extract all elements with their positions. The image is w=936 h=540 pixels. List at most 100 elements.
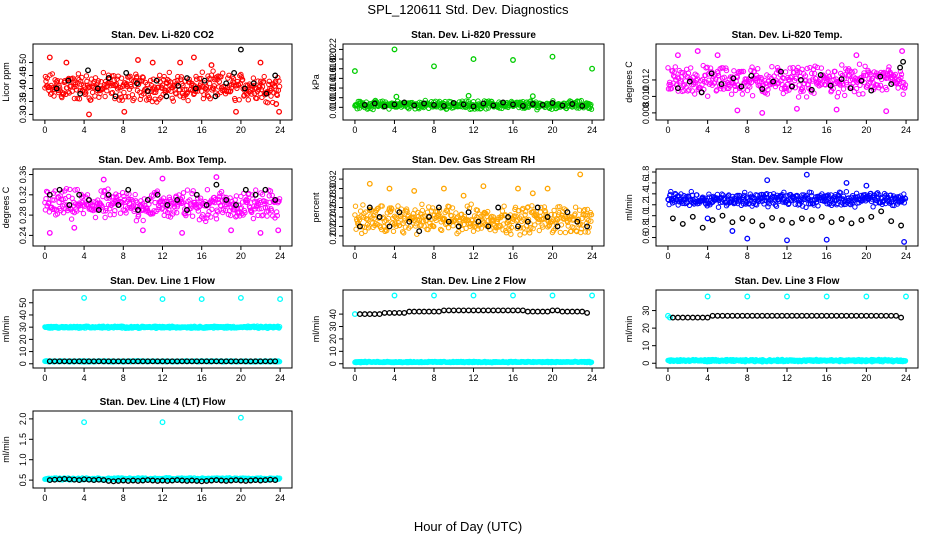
data-point xyxy=(778,68,784,75)
data-point xyxy=(51,93,57,99)
data-point xyxy=(708,70,715,77)
data-point xyxy=(588,212,595,218)
data-point xyxy=(684,314,691,321)
data-point xyxy=(370,106,376,113)
data-point xyxy=(196,204,202,210)
data-point xyxy=(274,209,280,215)
data-point xyxy=(688,65,694,71)
data-point xyxy=(201,92,207,98)
data-point xyxy=(715,70,721,76)
data-point xyxy=(721,74,727,81)
data-point xyxy=(849,69,855,75)
data-point xyxy=(800,88,806,94)
outlier-point xyxy=(863,182,870,189)
data-point xyxy=(169,95,175,102)
outlier-point xyxy=(198,296,205,303)
data-point xyxy=(274,212,280,219)
data-point xyxy=(706,191,712,197)
data-point xyxy=(174,196,181,203)
y-tick-label: 30 xyxy=(18,322,28,332)
data-point xyxy=(178,74,185,80)
y-tick-label: 0.36 xyxy=(18,166,28,184)
data-point xyxy=(705,93,711,99)
outlier-point xyxy=(714,52,721,59)
data-point xyxy=(379,203,385,209)
x-tick-label: 12 xyxy=(157,493,167,503)
x-tick-label: 24 xyxy=(275,125,285,135)
outlier-point xyxy=(853,52,860,59)
data-point xyxy=(430,205,436,211)
data-point xyxy=(769,64,775,70)
x-tick-label: 20 xyxy=(861,251,871,261)
x-tick-label: 20 xyxy=(236,493,246,503)
data-point xyxy=(250,75,257,81)
data-point xyxy=(582,207,588,213)
y-tick-label: 0 xyxy=(18,361,28,366)
data-point xyxy=(900,91,906,97)
data-point xyxy=(455,307,462,314)
data-point xyxy=(366,204,373,211)
data-point xyxy=(740,68,747,75)
data-point xyxy=(873,312,880,319)
data-point xyxy=(898,74,904,81)
data-point xyxy=(163,93,170,100)
data-point xyxy=(465,209,472,216)
data-point xyxy=(360,202,366,208)
data-point xyxy=(223,80,230,87)
data-point xyxy=(579,308,586,315)
data-point xyxy=(353,226,359,232)
y-tick-label: 0.010 xyxy=(328,96,338,119)
data-point xyxy=(564,308,571,315)
data-point xyxy=(858,77,865,84)
y-tick-label: 0.016 xyxy=(328,67,338,90)
data-point xyxy=(153,77,160,84)
outlier-point xyxy=(391,46,398,53)
data-point xyxy=(416,308,423,315)
data-point xyxy=(251,199,258,205)
data-point xyxy=(59,94,65,101)
data-point xyxy=(399,229,406,235)
data-point xyxy=(102,93,108,100)
x-tick-label: 8 xyxy=(121,125,126,135)
x-tick-label: 20 xyxy=(548,125,558,135)
data-point xyxy=(155,84,162,91)
data-point xyxy=(435,204,442,211)
plot-frame xyxy=(655,168,919,247)
x-tick-label: 0 xyxy=(352,125,357,135)
data-point xyxy=(532,222,538,228)
data-point xyxy=(97,90,103,97)
data-point xyxy=(254,95,260,102)
data-point xyxy=(569,101,576,107)
data-point xyxy=(245,97,252,103)
panel-title: Stan. Dev. Line 4 (LT) Flow xyxy=(100,397,226,408)
data-point xyxy=(212,197,219,203)
data-point xyxy=(179,194,186,201)
data-point xyxy=(669,215,676,222)
data-point xyxy=(584,223,591,230)
data-point xyxy=(147,77,154,84)
data-point xyxy=(197,195,204,201)
data-point xyxy=(66,202,73,208)
outlier-point xyxy=(883,108,890,115)
data-point xyxy=(269,192,275,199)
data-point xyxy=(406,218,413,225)
data-point xyxy=(233,202,239,208)
data-point xyxy=(382,227,389,233)
y-tick-label: 20 xyxy=(18,334,28,344)
x-tick-label: 12 xyxy=(468,251,478,261)
data-point xyxy=(384,227,390,234)
x-tick-label: 0 xyxy=(352,251,357,261)
data-point xyxy=(421,223,427,229)
outlier-point xyxy=(823,293,830,300)
data-point xyxy=(749,93,756,99)
data-point xyxy=(751,68,757,74)
data-point xyxy=(105,191,112,198)
data-point xyxy=(419,201,425,208)
data-point xyxy=(402,224,409,230)
data-point xyxy=(204,187,211,193)
data-point xyxy=(80,210,87,217)
data-point xyxy=(109,89,116,96)
x-tick-label: 4 xyxy=(392,251,397,261)
data-point xyxy=(759,86,766,92)
outlier-point xyxy=(549,53,556,60)
